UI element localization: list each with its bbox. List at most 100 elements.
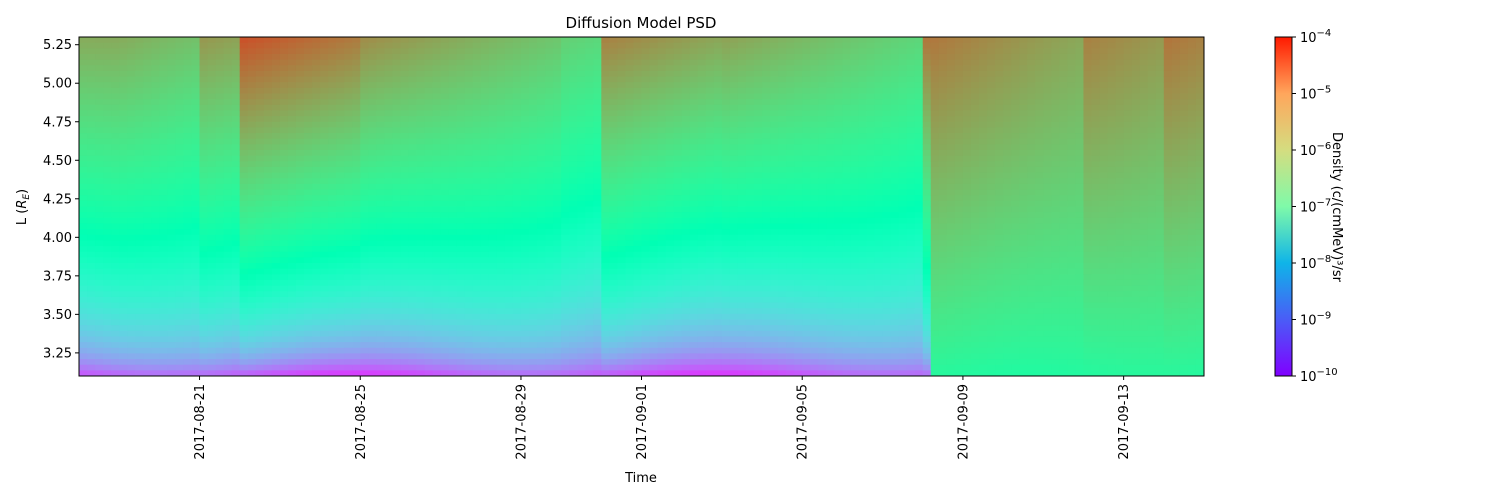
heatmap-cell bbox=[376, 116, 385, 123]
heatmap-cell bbox=[713, 212, 723, 219]
heatmap-cell bbox=[360, 370, 369, 376]
heatmap-cell bbox=[271, 223, 281, 230]
heatmap-cell bbox=[665, 370, 675, 376]
heatmap-cell bbox=[537, 76, 546, 83]
heatmap-cell bbox=[151, 291, 160, 298]
heatmap-cell bbox=[520, 330, 530, 338]
heatmap-cell bbox=[159, 189, 168, 196]
heatmap-cell bbox=[167, 257, 177, 264]
heatmap-cell bbox=[504, 144, 514, 151]
heatmap-cell bbox=[424, 212, 434, 219]
heatmap-cell bbox=[561, 150, 570, 157]
heatmap-cell bbox=[553, 313, 562, 321]
heatmap-cell bbox=[135, 138, 144, 145]
heatmap-cell bbox=[263, 291, 273, 298]
heatmap-cell bbox=[577, 308, 586, 315]
heatmap-cell bbox=[705, 150, 715, 157]
heatmap-cell bbox=[649, 263, 659, 270]
heatmap-cell bbox=[440, 42, 450, 49]
heatmap-cell bbox=[504, 93, 514, 100]
heatmap-cell bbox=[255, 104, 265, 112]
heatmap-cell bbox=[737, 234, 747, 241]
heatmap-cell bbox=[448, 138, 458, 145]
heatmap-cell bbox=[271, 308, 281, 315]
heatmap-cell bbox=[681, 99, 691, 106]
heatmap-cell bbox=[328, 285, 337, 292]
heatmap-cell bbox=[625, 308, 635, 315]
heatmap-cell bbox=[512, 336, 522, 343]
heatmap-cell bbox=[617, 127, 627, 134]
heatmap-cell bbox=[569, 370, 578, 376]
heatmap-cell bbox=[577, 76, 586, 83]
heatmap-cell bbox=[617, 291, 627, 298]
heatmap-cell bbox=[143, 234, 152, 241]
heatmap-cell bbox=[103, 336, 112, 343]
heatmap-cell bbox=[641, 200, 651, 208]
heatmap-cell bbox=[689, 48, 699, 55]
heatmap-cell bbox=[263, 127, 273, 134]
heatmap-cell bbox=[561, 48, 570, 55]
heatmap-cell bbox=[263, 150, 273, 157]
heatmap-cell bbox=[384, 223, 393, 230]
heatmap-cell bbox=[400, 65, 410, 72]
heatmap-cell bbox=[151, 53, 160, 61]
heatmap-cell bbox=[561, 212, 570, 219]
heatmap-cell bbox=[239, 183, 249, 191]
heatmap-cell bbox=[681, 370, 691, 376]
heatmap-cell bbox=[408, 246, 418, 253]
heatmap-cell bbox=[697, 308, 707, 315]
heatmap-cell bbox=[673, 189, 683, 196]
heatmap-cell bbox=[424, 155, 434, 162]
heatmap-cell bbox=[553, 206, 562, 213]
heatmap-cell bbox=[520, 155, 530, 162]
heatmap-cell bbox=[392, 291, 402, 298]
heatmap-cell bbox=[737, 104, 747, 112]
heatmap-cell bbox=[673, 370, 683, 376]
heatmap-cell bbox=[135, 65, 144, 72]
heatmap-cell bbox=[295, 308, 305, 315]
heatmap-cell bbox=[472, 263, 482, 270]
heatmap-cell bbox=[279, 308, 289, 315]
heatmap-cell bbox=[344, 285, 353, 292]
heatmap-cell bbox=[191, 37, 201, 44]
heatmap-cell bbox=[376, 65, 385, 72]
heatmap-cell bbox=[641, 183, 651, 191]
heatmap-cell bbox=[729, 127, 739, 134]
heatmap-cell bbox=[231, 150, 241, 157]
heatmap-cell bbox=[488, 189, 498, 196]
heatmap-cell bbox=[199, 274, 209, 281]
heatmap-cell bbox=[537, 200, 546, 208]
heatmap-cell bbox=[159, 319, 168, 326]
heatmap-cell bbox=[424, 121, 434, 128]
heatmap-cell bbox=[529, 206, 538, 213]
heatmap-cell bbox=[529, 285, 538, 292]
heatmap-cell bbox=[721, 178, 731, 185]
heatmap-cell bbox=[199, 353, 209, 360]
heatmap-cell bbox=[95, 59, 104, 66]
heatmap-cell bbox=[472, 217, 482, 225]
heatmap-cell bbox=[159, 121, 168, 128]
heatmap-cell bbox=[448, 212, 458, 219]
heatmap-cell bbox=[697, 87, 707, 95]
heatmap-cell bbox=[191, 347, 201, 354]
heatmap-cell bbox=[127, 359, 136, 366]
heatmap-cell bbox=[697, 359, 707, 366]
heatmap-cell bbox=[79, 59, 88, 66]
heatmap-cell bbox=[175, 121, 185, 128]
heatmap-cell bbox=[199, 93, 209, 100]
heatmap-cell bbox=[705, 319, 715, 326]
heatmap-cell bbox=[649, 104, 659, 112]
heatmap-cell bbox=[464, 223, 474, 230]
heatmap-cell bbox=[633, 268, 643, 275]
heatmap-cell bbox=[191, 110, 201, 117]
heatmap-cell bbox=[496, 223, 506, 230]
heatmap-cell bbox=[95, 110, 104, 117]
heatmap-cell bbox=[175, 330, 185, 338]
heatmap-cell bbox=[625, 342, 635, 349]
heatmap-cell bbox=[593, 200, 602, 208]
heatmap-cell bbox=[376, 217, 385, 225]
heatmap-cell bbox=[111, 206, 120, 213]
heatmap-cell bbox=[368, 121, 377, 128]
heatmap-cell bbox=[400, 359, 410, 366]
heatmap-cell bbox=[480, 53, 490, 61]
